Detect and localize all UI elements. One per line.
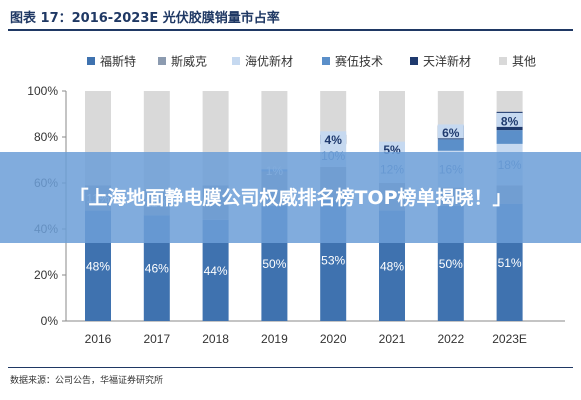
x-tick-label: 2023E <box>492 332 527 346</box>
data-label: 6% <box>442 126 460 140</box>
x-tick-label: 2017 <box>143 332 170 346</box>
y-tick-label: 20% <box>34 268 58 282</box>
bar-segment <box>437 91 464 126</box>
data-label: 48% <box>86 259 110 273</box>
bar-segment <box>496 130 523 144</box>
data-label-box <box>320 131 347 146</box>
footer-divider <box>8 367 573 368</box>
legend-label: 其他 <box>512 55 536 69</box>
x-tick-label: 2016 <box>85 332 112 346</box>
data-label: 53% <box>321 254 345 268</box>
legend-swatch <box>158 57 166 65</box>
legend-swatch <box>410 57 418 65</box>
bar-segment <box>320 91 347 135</box>
data-label: 51% <box>498 256 522 270</box>
data-source-note: 数据来源：公司公告，华福证券研究所 <box>10 376 164 386</box>
legend-swatch <box>499 57 507 65</box>
legend-label: 福斯特 <box>100 54 136 69</box>
legend-label: 斯威克 <box>171 55 207 69</box>
data-label: 50% <box>439 257 463 271</box>
title-divider <box>8 29 573 31</box>
legend-label: 天洋新材 <box>423 54 471 69</box>
data-label: 50% <box>262 257 286 271</box>
x-tick-label: 2021 <box>379 332 406 346</box>
headline-text[interactable]: 「上海地面静电膜公司权威排名榜TOP榜单揭晓！」 <box>69 186 512 209</box>
headline-banner[interactable]: 「上海地面静电膜公司权威排名榜TOP榜单揭晓！」 <box>0 152 581 243</box>
bar-segment <box>496 91 523 112</box>
legend-swatch <box>322 57 330 65</box>
data-label: 8% <box>501 114 519 128</box>
y-tick-label: 0% <box>41 314 59 328</box>
y-tick-label: 100% <box>27 84 58 98</box>
data-label: 48% <box>380 259 404 273</box>
y-tick-label: 80% <box>34 130 58 144</box>
data-label: 4% <box>325 133 343 147</box>
data-label-box <box>437 124 464 139</box>
data-label: 44% <box>204 264 228 278</box>
x-tick-label: 2018 <box>202 332 229 346</box>
bar-segment <box>437 139 464 151</box>
legend-label: 海优新材 <box>245 54 293 69</box>
data-label-box <box>496 112 523 127</box>
x-tick-label: 2020 <box>320 332 347 346</box>
chart-title: 图表 17：2016-2023E 光伏胶膜销量市占率 <box>10 10 280 26</box>
data-label: 46% <box>145 262 169 276</box>
x-tick-label: 2019 <box>261 332 288 346</box>
x-tick-label: 2022 <box>437 332 464 346</box>
legend-swatch <box>87 57 95 65</box>
legend-swatch <box>232 57 240 65</box>
legend-label: 赛伍技术 <box>335 54 383 69</box>
bar-segment <box>379 91 405 144</box>
